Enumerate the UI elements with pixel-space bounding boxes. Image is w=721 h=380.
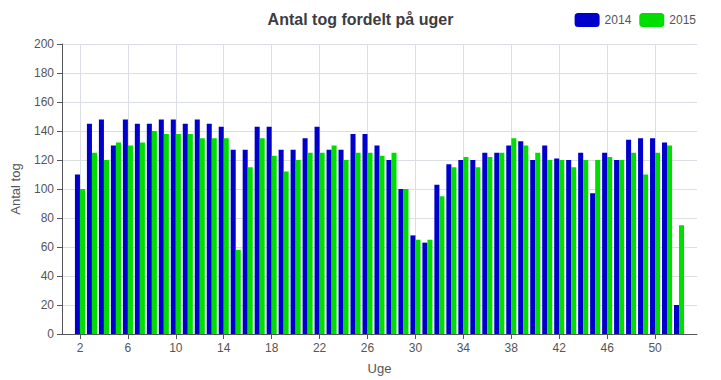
svg-text:42: 42 bbox=[553, 341, 567, 355]
svg-text:26: 26 bbox=[361, 341, 375, 355]
svg-text:30: 30 bbox=[409, 341, 423, 355]
svg-text:120: 120 bbox=[34, 153, 54, 167]
svg-text:50: 50 bbox=[648, 341, 662, 355]
svg-text:22: 22 bbox=[313, 341, 327, 355]
svg-text:46: 46 bbox=[600, 341, 614, 355]
svg-text:10: 10 bbox=[169, 341, 183, 355]
svg-text:18: 18 bbox=[265, 341, 279, 355]
svg-text:100: 100 bbox=[34, 182, 54, 196]
svg-text:180: 180 bbox=[34, 66, 54, 80]
svg-text:2014: 2014 bbox=[605, 13, 632, 27]
svg-text:Uge: Uge bbox=[368, 361, 392, 376]
svg-text:140: 140 bbox=[34, 124, 54, 138]
svg-text:Antal tog fordelt på uger: Antal tog fordelt på uger bbox=[268, 11, 454, 28]
svg-text:80: 80 bbox=[41, 211, 55, 225]
svg-text:60: 60 bbox=[41, 240, 55, 254]
svg-text:Antal tog: Antal tog bbox=[8, 163, 23, 214]
svg-text:200: 200 bbox=[34, 37, 54, 51]
svg-text:38: 38 bbox=[505, 341, 519, 355]
svg-text:34: 34 bbox=[457, 341, 471, 355]
svg-text:2015: 2015 bbox=[669, 13, 696, 27]
svg-text:2: 2 bbox=[77, 341, 84, 355]
svg-text:0: 0 bbox=[47, 327, 54, 341]
svg-text:40: 40 bbox=[41, 269, 55, 283]
svg-text:20: 20 bbox=[41, 298, 55, 312]
svg-text:14: 14 bbox=[217, 341, 231, 355]
svg-text:160: 160 bbox=[34, 95, 54, 109]
svg-text:6: 6 bbox=[125, 341, 132, 355]
